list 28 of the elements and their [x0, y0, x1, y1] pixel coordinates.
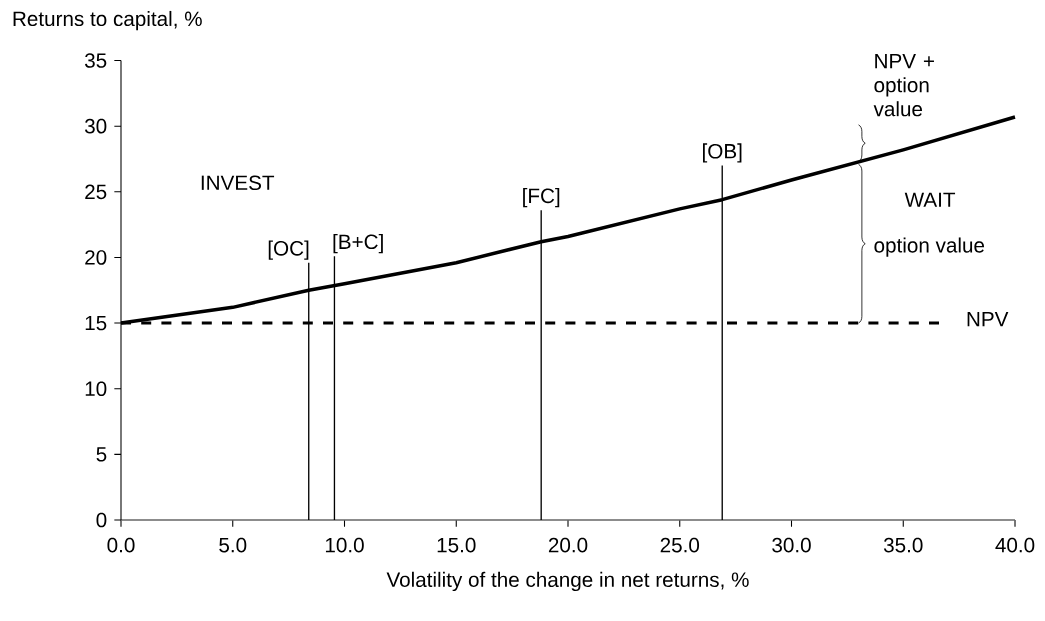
x-tick-label: 20.0: [548, 537, 588, 553]
y-tick-label: 0: [96, 512, 107, 528]
x-tick-label: 0.0: [107, 537, 135, 553]
y-tick-label: 5: [96, 447, 107, 462]
annotation: WAIT: [904, 192, 956, 207]
series-label: NPV: [967, 311, 1009, 327]
series-label: [B+C]: [333, 233, 383, 254]
y-tick-label: 25: [85, 184, 107, 200]
x-tick-label: 35.0: [883, 537, 923, 553]
annotation: INVEST: [201, 175, 275, 191]
series-label: [FC]: [523, 187, 560, 208]
x-tick-label: 15.0: [437, 537, 476, 553]
y-tick-label: 15: [85, 315, 107, 331]
annotation: NPV + option value: [873, 53, 934, 117]
series-label: [OB]: [703, 143, 742, 163]
x-axis-title: Volatility of the change in net returns, %: [386, 571, 749, 592]
y-tick-label: 20: [85, 250, 107, 265]
x-tick-label: 40.0: [995, 537, 1035, 553]
x-tick-label: 10.0: [325, 537, 364, 553]
x-tick-label: 5.0: [219, 537, 247, 553]
y-tick-label: 30: [84, 118, 107, 134]
x-tick-label: 25.0: [660, 537, 700, 553]
series-label: [OC]: [268, 240, 309, 260]
y-axis-title: Returns to capital, %: [13, 10, 202, 31]
x-tick-label: 30.0: [772, 537, 811, 553]
y-tick-label: 10: [85, 381, 107, 397]
annotation: option value: [874, 237, 985, 257]
y-tick-label: 35: [84, 53, 107, 68]
